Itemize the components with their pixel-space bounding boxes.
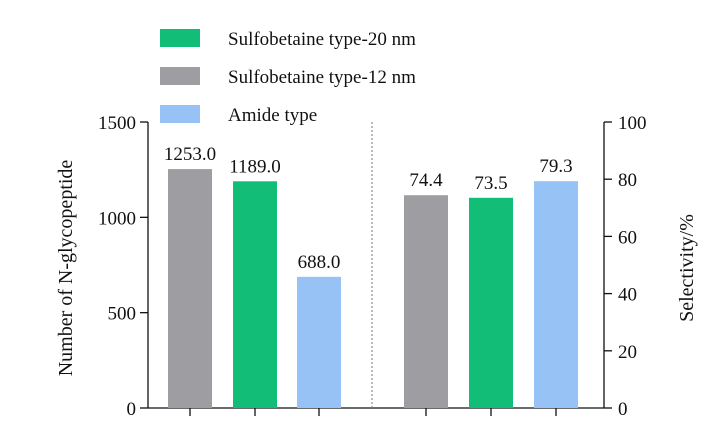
left-data-label: 1253.0	[164, 144, 216, 165]
left-bar-sulfobetaine-type-12-nm	[168, 169, 212, 408]
legend-swatch-sulfobetaine-type-20-nm	[160, 29, 200, 47]
x-ticks	[189, 408, 557, 416]
right-tick-label: 80	[618, 170, 637, 191]
bar-labels: 1253.0 1189.0 688.0 74.4 73.5 79.3	[164, 144, 573, 273]
right-data-label: 79.3	[539, 156, 572, 177]
left-axis: 0 500 1000 1500	[98, 113, 149, 420]
legend-label-sulfobetaine-type-12-nm: Sulfobetaine type-12 nm	[228, 67, 416, 88]
left-tick-label: 1000	[98, 208, 136, 229]
right-bar-sulfobetaine-type-12-nm	[404, 195, 448, 408]
right-bar-amide-type	[534, 181, 578, 408]
legend-label-amide-type: Amide type	[228, 105, 317, 126]
right-tick-label: 0	[618, 399, 628, 420]
left-data-label: 688.0	[298, 252, 341, 273]
right-axis-title: Selectivity/%	[676, 214, 698, 322]
left-bar-sulfobetaine-type-20-nm	[233, 181, 277, 408]
right-data-label: 73.5	[474, 173, 507, 194]
right-tick-label: 100	[618, 113, 647, 134]
right-data-label: 74.4	[409, 170, 443, 191]
left-axis-title: Number of N-glycopeptide	[55, 160, 77, 377]
legend: Sulfobetaine type-20 nm Sulfobetaine type…	[160, 29, 416, 126]
right-axis: 0 20 40 60 80 100	[603, 113, 647, 420]
legend-swatch-amide-type	[160, 105, 200, 123]
left-tick-label: 500	[108, 304, 137, 325]
right-bar-sulfobetaine-type-20-nm	[469, 197, 513, 408]
left-tick-label: 0	[127, 399, 137, 420]
left-data-label: 1189.0	[229, 156, 281, 177]
left-bar-amide-type	[297, 276, 341, 408]
left-tick-label: 1500	[98, 113, 136, 134]
right-tick-label: 40	[618, 285, 637, 306]
right-tick-label: 20	[618, 342, 637, 363]
legend-swatch-sulfobetaine-type-12-nm	[160, 67, 200, 85]
legend-label-sulfobetaine-type-20-nm: Sulfobetaine type-20 nm	[228, 29, 416, 50]
right-tick-label: 60	[618, 227, 637, 248]
bars	[168, 169, 578, 408]
